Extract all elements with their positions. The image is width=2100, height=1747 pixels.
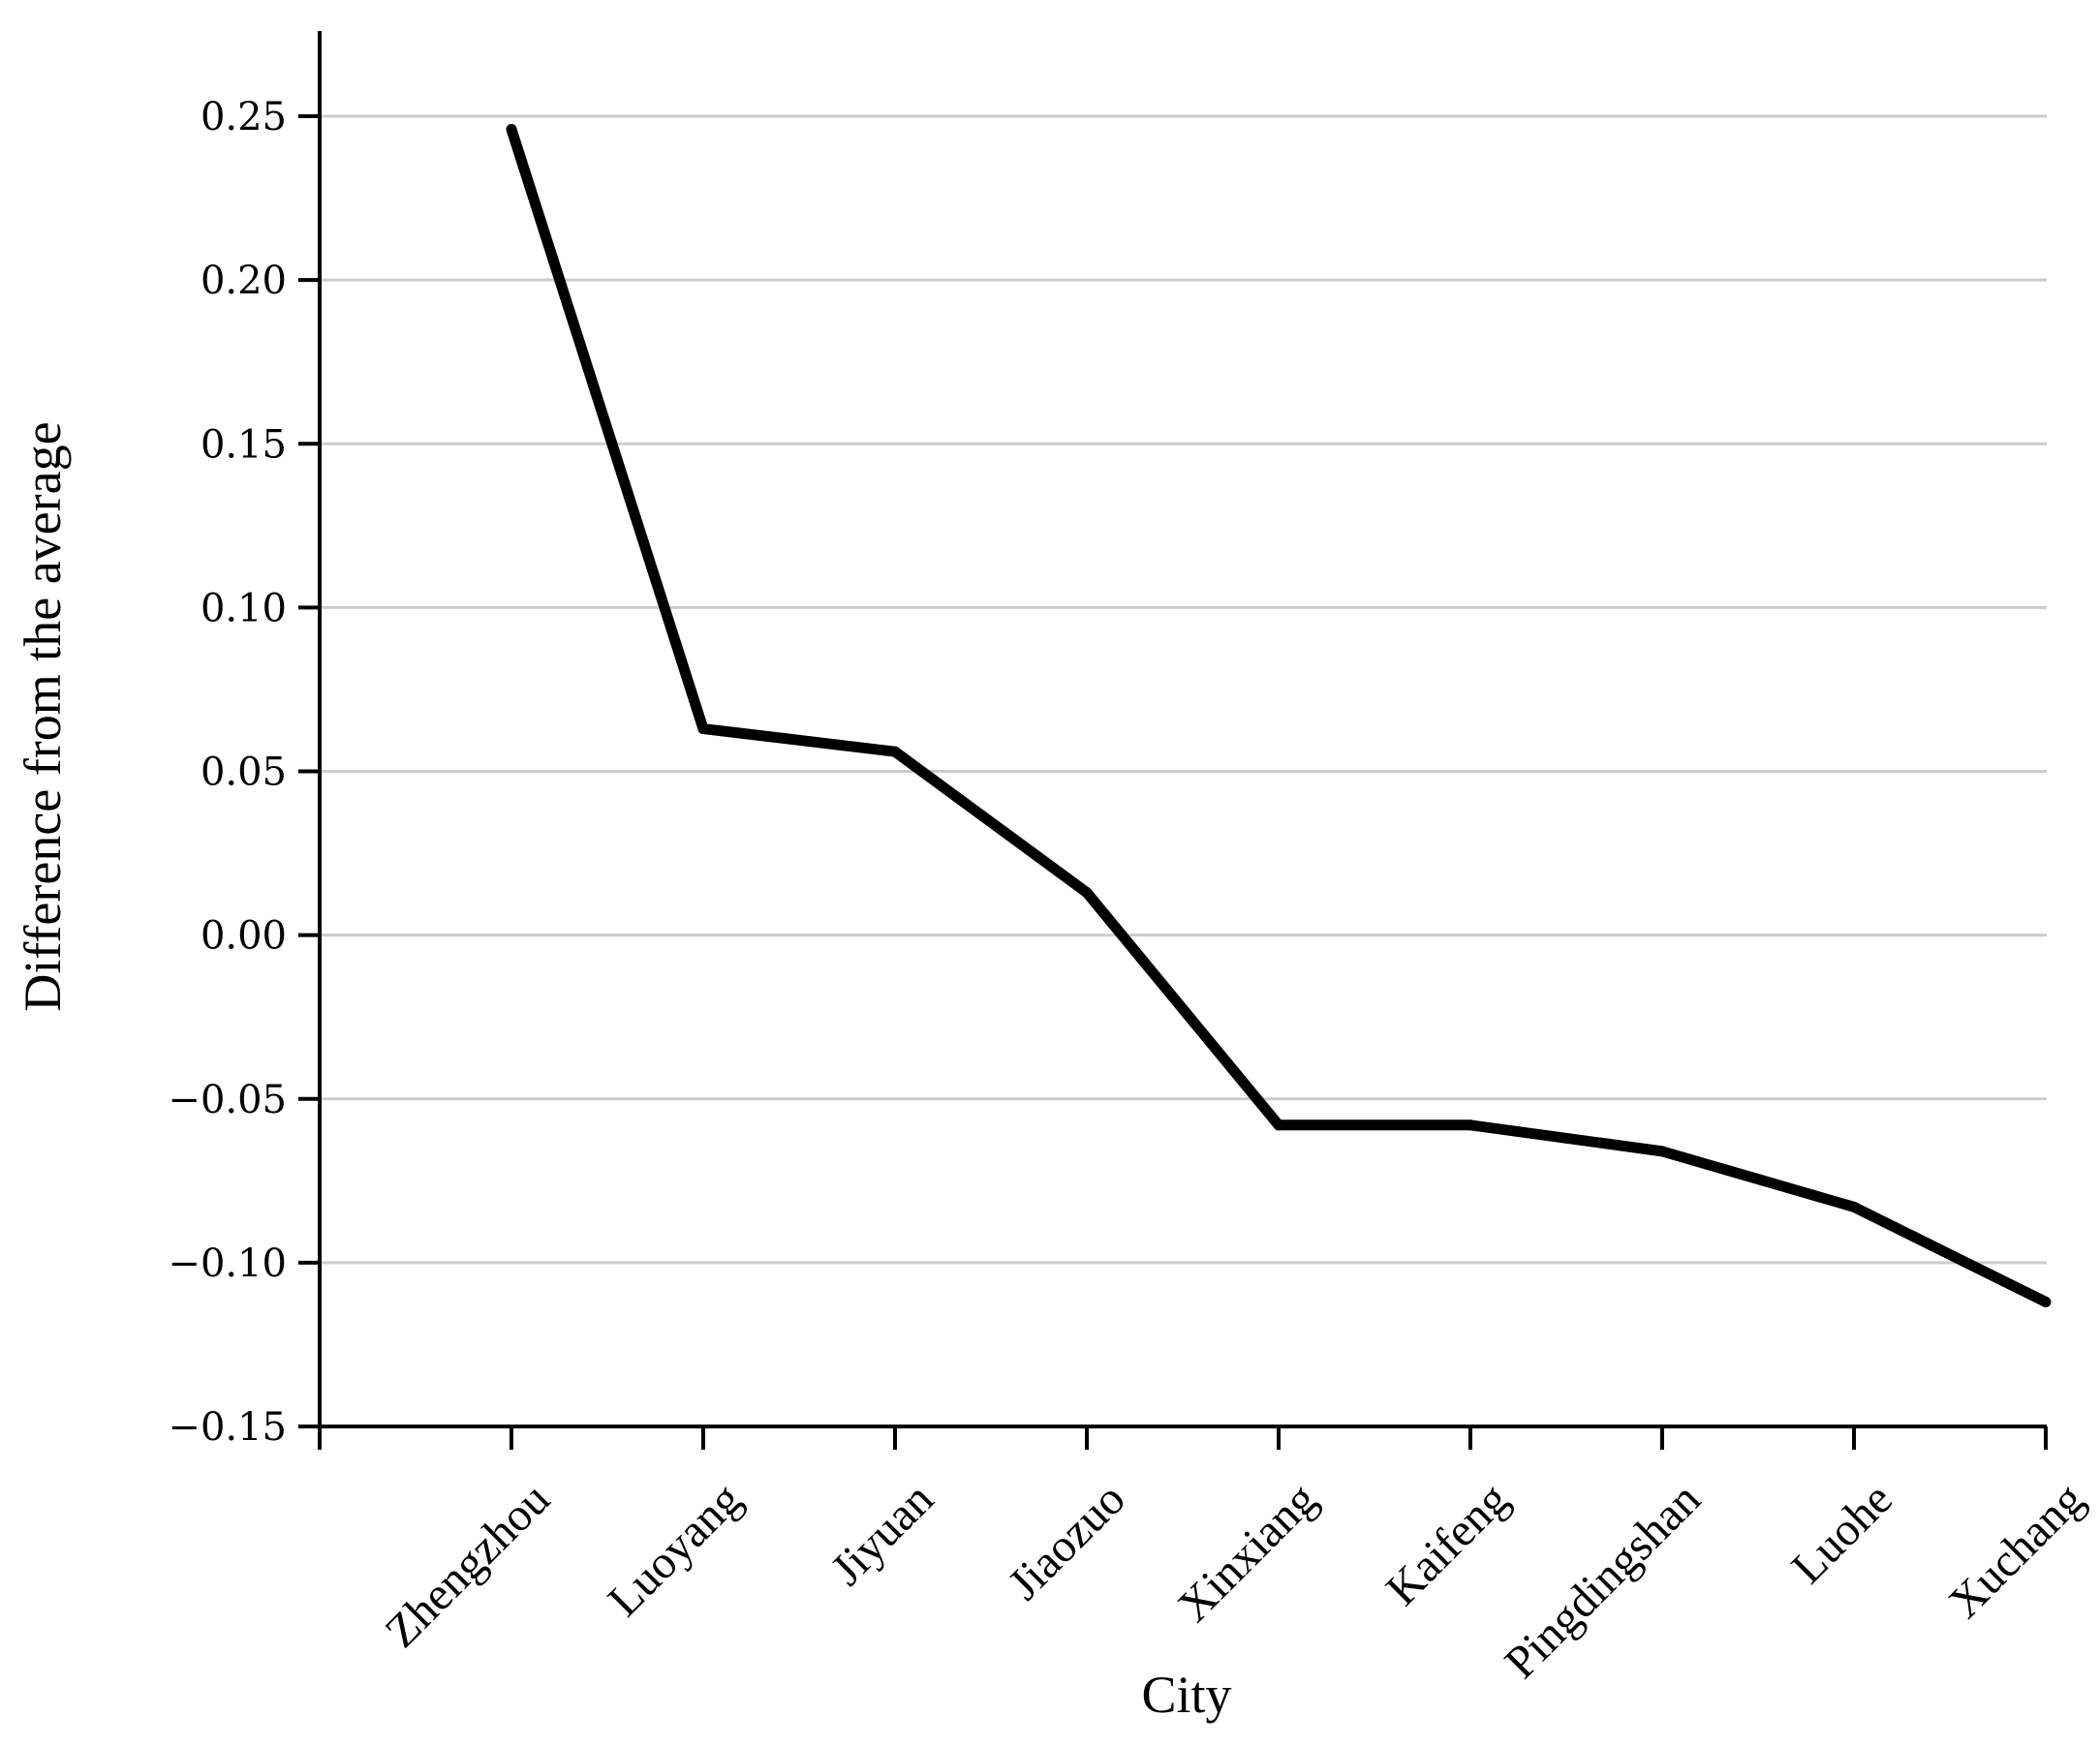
y-tick-label: 0.15: [201, 422, 287, 467]
y-axis-ticks: 0.25 0.20 0.15 0.10 0.05 0.00 −0.05 −0.10 −0.15: [168, 95, 320, 1450]
data-point: [506, 124, 517, 136]
x-tick-label: Luoyang: [599, 1473, 752, 1626]
y-tick-label: 0.25: [201, 95, 287, 139]
y-axis-title: Difference from the average: [14, 421, 72, 1011]
y-tick-label: −0.05: [168, 1078, 287, 1122]
x-tick-label: Xinxiang: [1168, 1473, 1327, 1632]
y-tick-label: 0.10: [201, 586, 287, 630]
data-point: [1848, 1201, 1860, 1212]
x-tick-label: Jiyuan: [821, 1473, 943, 1595]
data-point: [1273, 1119, 1284, 1131]
data-point: [889, 746, 901, 757]
x-axis-ticks: Zhengzhou Luoyang Jiyuan Jiaozuo Xinxiang Kai…: [318, 1426, 2094, 1689]
x-tick-label: Xuchang: [1939, 1473, 2094, 1628]
x-tick-label: Jiaozuo: [999, 1473, 1135, 1609]
x-tick-label: Luohe: [1782, 1473, 1902, 1593]
data-point: [1081, 887, 1093, 899]
data-point: [697, 723, 709, 735]
x-tick-label: Pingdingshan: [1495, 1473, 1710, 1688]
x-axis-title: City: [1141, 1666, 1231, 1724]
data-point: [1656, 1146, 1668, 1157]
series-group: [506, 124, 2052, 1307]
x-tick-label: Kaifeng: [1376, 1473, 1519, 1615]
y-tick-label: 0.20: [201, 259, 287, 303]
grid-lines: [320, 114, 2047, 1265]
y-tick-label: 0.05: [201, 751, 287, 795]
y-tick-label: 0.00: [201, 914, 287, 959]
y-tick-label: −0.10: [168, 1241, 287, 1286]
x-tick-label: Zhengzhou: [376, 1473, 560, 1657]
data-point: [1465, 1119, 1476, 1131]
y-tick-label: −0.15: [168, 1405, 287, 1450]
data-point: [2040, 1296, 2052, 1307]
